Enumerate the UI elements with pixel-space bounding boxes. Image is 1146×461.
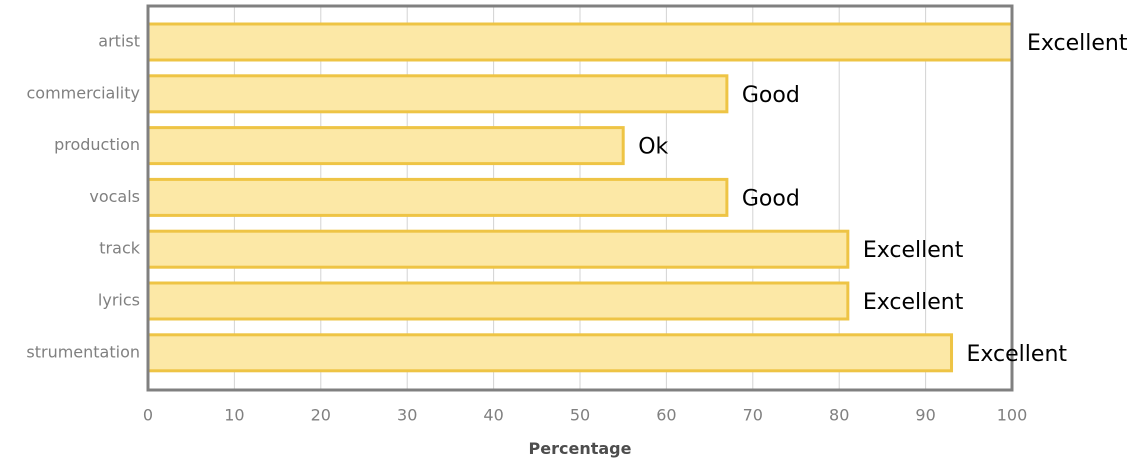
- bars: [146, 22, 1014, 373]
- category-label: commerciality: [26, 83, 140, 102]
- bar-artist: [146, 22, 1014, 62]
- data-label: Good: [742, 186, 800, 211]
- bar-lyrics: [146, 281, 850, 321]
- x-tick-label: 40: [483, 406, 503, 425]
- x-tick-label: 80: [829, 406, 849, 425]
- category-label: track: [99, 239, 140, 258]
- category-label: artist: [98, 32, 140, 51]
- category-labels: artist commerciality production vocals track…: [26, 32, 140, 362]
- data-label: Excellent: [967, 342, 1068, 367]
- bar-commerciality: [146, 74, 729, 114]
- bar-vocals: [146, 177, 729, 217]
- data-label: Excellent: [863, 290, 964, 315]
- x-axis-title: Percentage: [529, 439, 632, 458]
- data-labels: Excellent Good Ok Good Excellent Excellent Exc…: [638, 31, 1128, 367]
- category-label: strumentation: [26, 342, 140, 361]
- plot-frame: [146, 4, 1014, 392]
- x-tick-label: 90: [915, 406, 935, 425]
- category-label: lyrics: [98, 291, 140, 310]
- x-tick-label: 100: [997, 406, 1028, 425]
- x-tick-label: 10: [224, 406, 244, 425]
- x-tick-label: 70: [743, 406, 763, 425]
- data-label: Excellent: [1027, 31, 1128, 56]
- x-tick-label: 30: [397, 406, 417, 425]
- x-tick-label: 60: [656, 406, 676, 425]
- bar-production: [146, 126, 625, 166]
- category-label: production: [54, 135, 140, 154]
- x-tick-label: 20: [311, 406, 331, 425]
- x-tick-label: 0: [143, 406, 153, 425]
- data-label: Good: [742, 83, 800, 108]
- category-label: vocals: [89, 187, 140, 206]
- bar-strumentation: [146, 333, 954, 373]
- x-tick-label: 50: [570, 406, 590, 425]
- bar-track: [146, 229, 850, 269]
- x-tick-labels: 0 10 20 30 40 50 60 70 80 90 100: [143, 406, 1027, 425]
- data-label: Ok: [638, 135, 668, 160]
- data-label: Excellent: [863, 238, 964, 263]
